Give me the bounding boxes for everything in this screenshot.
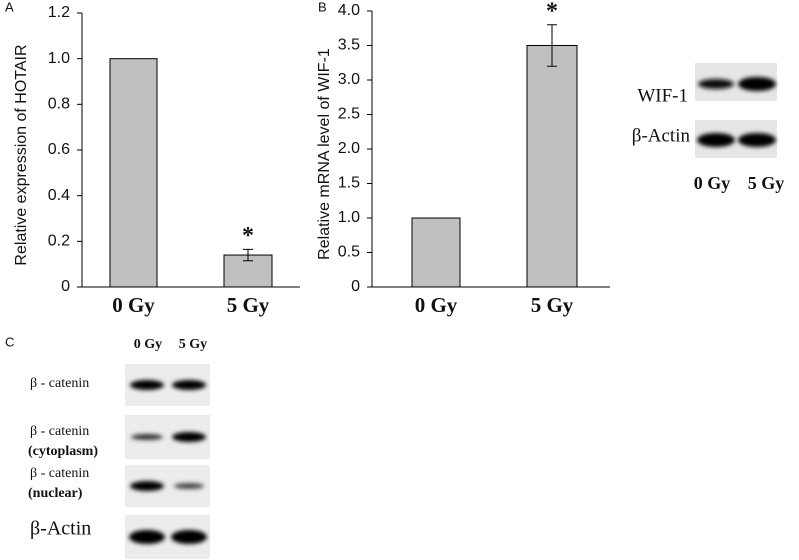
blot-band xyxy=(697,133,735,147)
y-tick-label: 2.0 xyxy=(338,140,360,157)
y-tick-label: 1.2 xyxy=(48,4,70,21)
blot-row-label: (cytoplasm) xyxy=(28,444,98,459)
y-tick-label: 0 xyxy=(351,278,360,295)
y-tick-label: 1.0 xyxy=(48,50,70,67)
y-tick-label: 3.0 xyxy=(338,71,360,88)
y-tick-label: 0.6 xyxy=(48,141,70,158)
blot-band xyxy=(698,79,734,89)
x-tick-label: 5 Gy xyxy=(227,293,270,317)
blot-band xyxy=(738,77,776,91)
significance-mark: * xyxy=(546,0,558,24)
y-tick-label: 0.5 xyxy=(338,244,360,261)
y-tick-label: 0.8 xyxy=(48,96,70,113)
y-tick-label: 1.0 xyxy=(338,209,360,226)
error-bar xyxy=(547,24,557,67)
significance-mark: * xyxy=(242,223,254,249)
blot-band xyxy=(172,432,206,442)
panel-label: A xyxy=(5,0,14,14)
blot-band xyxy=(174,483,204,489)
y-tick-label: 0 xyxy=(61,278,70,295)
panel-label: C xyxy=(5,334,14,349)
blot-row-label: β - catenin xyxy=(30,466,89,481)
y-tick-label: 4.0 xyxy=(338,2,360,19)
blot-band xyxy=(130,380,164,390)
blot-row-label: WIF-1 xyxy=(637,85,688,106)
blot-band xyxy=(172,380,206,390)
blot-lane-label: 5 Gy xyxy=(748,173,785,193)
blot-lane-label: 5 Gy xyxy=(179,337,207,352)
y-tick-label: 0.2 xyxy=(48,233,70,250)
blot-lane-label: 0 Gy xyxy=(694,173,731,193)
blot-row-label: β - catenin xyxy=(30,376,89,391)
y-axis-label: Relative expression of HOTAIR xyxy=(13,44,30,265)
bar xyxy=(109,58,158,288)
blot-band xyxy=(129,530,165,544)
bar xyxy=(411,217,461,288)
blot-row-label: β-Actin xyxy=(30,518,91,540)
error-bar xyxy=(243,248,253,262)
x-tick-label: 5 Gy xyxy=(531,293,574,317)
blot-row-label: (nuclear) xyxy=(28,486,83,501)
y-tick-label: 0.4 xyxy=(48,187,70,204)
blot-row-label: β - catenin xyxy=(30,424,89,439)
x-tick-label: 0 Gy xyxy=(112,293,155,317)
blot-band xyxy=(130,481,164,491)
panel-label: B xyxy=(318,0,327,14)
y-tick-label: 2.5 xyxy=(338,106,360,123)
blot-lane-label: 0 Gy xyxy=(134,337,162,352)
y-tick-label: 1.5 xyxy=(338,175,360,192)
x-tick-label: 0 Gy xyxy=(415,293,458,317)
y-axis-label: Relative mRNA level of WIF-1 xyxy=(316,48,333,260)
bar xyxy=(526,45,578,288)
blot-band xyxy=(738,133,776,147)
y-tick-label: 3.5 xyxy=(338,37,360,54)
blot-band xyxy=(171,530,207,544)
blot-row-label: β-Actin xyxy=(632,125,691,146)
blot-band xyxy=(131,434,163,440)
